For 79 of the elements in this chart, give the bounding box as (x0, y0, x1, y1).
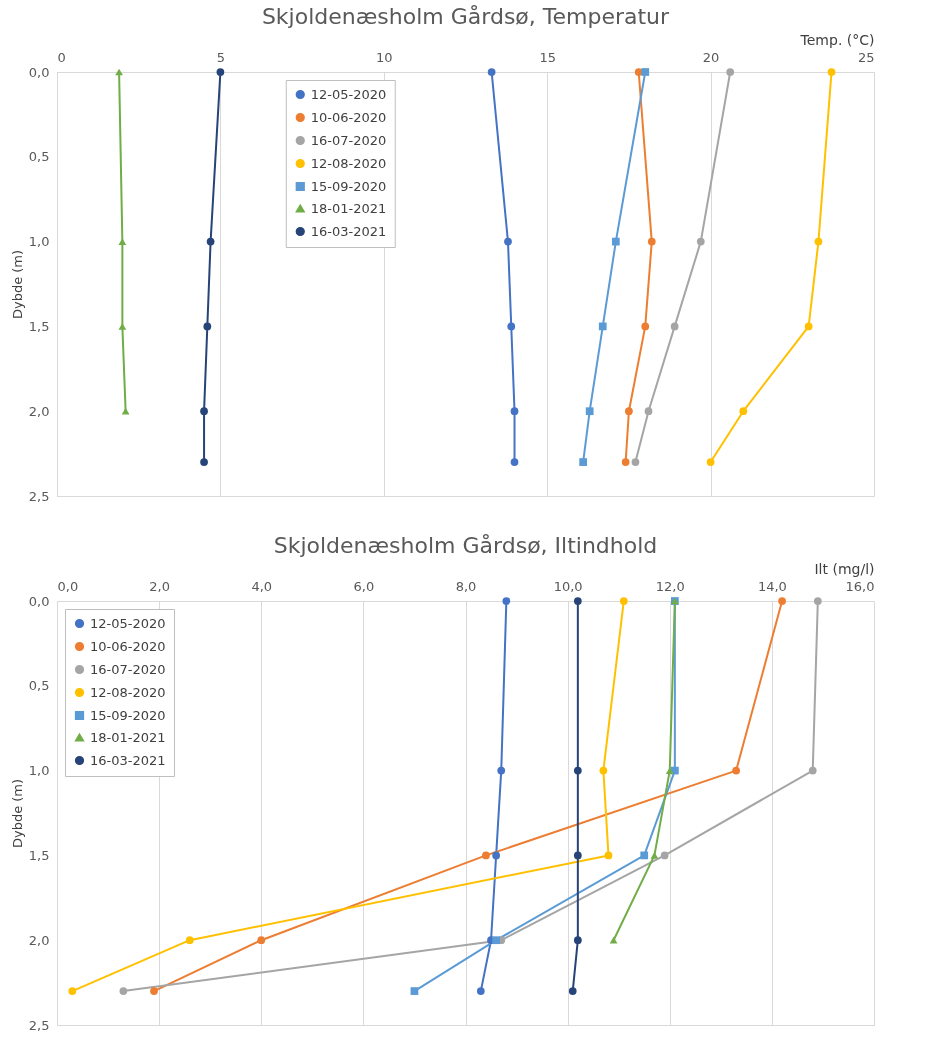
legend-label: 15-09-2020 (310, 178, 387, 194)
point (200, 407, 208, 416)
y-tick-label: 1,0 (28, 234, 50, 250)
point (706, 458, 715, 466)
x-tick-label: 16,0 (845, 578, 875, 594)
legend-label: 16-07-2020 (310, 132, 387, 148)
point (641, 322, 650, 331)
point (611, 237, 620, 246)
x-tick-label: 14,0 (757, 578, 787, 594)
y-tick-label: 1,5 (28, 847, 50, 863)
y-tick-label: 2,0 (28, 932, 50, 948)
y-tick-label: 1,5 (28, 318, 50, 334)
point (670, 322, 679, 331)
x-axis-title: Ilt (mg/l) (814, 560, 875, 577)
x-tick-label: 25 (857, 49, 875, 65)
y-tick-label: 0,5 (28, 149, 50, 165)
y-axis-title: Dybde (m) (9, 249, 25, 320)
x-axis-title: Temp. (°C) (799, 31, 875, 48)
y-tick-label: 2,5 (28, 488, 50, 504)
legend-label: 16-03-2021 (310, 223, 387, 239)
point (621, 458, 630, 466)
x-tick-label: 15 (539, 49, 556, 65)
point (487, 68, 496, 76)
x-tick-label: 10,0 (553, 578, 583, 594)
x-tick-label: 0 (57, 49, 66, 65)
legend-label: 18-01-2021 (90, 729, 166, 745)
x-tick-label: 6,0 (353, 578, 375, 594)
point (121, 407, 130, 415)
point (216, 68, 225, 76)
x-tick-label: 8,0 (455, 578, 477, 594)
point (644, 407, 653, 416)
point (739, 407, 748, 416)
y-tick-label: 2,0 (28, 403, 50, 419)
point (118, 323, 127, 330)
point (585, 407, 594, 416)
legend-label: 12-08-2020 (310, 155, 387, 171)
point (510, 458, 519, 466)
point (641, 68, 650, 76)
point (579, 458, 588, 466)
point (827, 68, 836, 76)
point (507, 322, 516, 331)
point (118, 238, 127, 245)
point (631, 458, 640, 466)
point (598, 322, 607, 331)
chart-title: Skjoldenæsholm Gårdsø, Temperatur (261, 4, 671, 29)
x-tick-label: 2,0 (149, 578, 170, 594)
y-axis-title: Dybde (m) (9, 778, 25, 849)
point (696, 237, 705, 246)
point (206, 237, 215, 246)
legend-label: 15-09-2020 (90, 707, 166, 723)
legend-label: 16-03-2021 (90, 752, 166, 768)
point (647, 237, 656, 246)
legend-label: 10-06-2020 (90, 638, 166, 654)
point (504, 237, 512, 246)
x-tick-label: 20 (702, 49, 720, 65)
legend-label: 12-08-2020 (90, 684, 166, 700)
legend-label: 12-05-2020 (90, 615, 166, 631)
legend-label: 10-06-2020 (310, 109, 387, 125)
legend-label: 18-01-2021 (310, 200, 387, 216)
x-tick-label: 4,0 (251, 578, 273, 594)
point (726, 68, 735, 76)
y-tick-label: 1,0 (28, 763, 50, 779)
x-tick-label: 5 (216, 49, 226, 65)
point (200, 458, 208, 466)
y-tick-label: 0,0 (28, 64, 50, 80)
legend-label: 12-05-2020 (310, 86, 387, 102)
point (814, 237, 823, 246)
chart-title: Skjoldenæsholm Gårdsø, Iltindhold (273, 533, 658, 558)
point (804, 322, 813, 331)
y-tick-label: 2,5 (28, 1017, 50, 1033)
y-tick-label: 0,0 (28, 593, 50, 609)
y-tick-label: 0,5 (28, 678, 50, 694)
point (510, 407, 519, 416)
legend-label: 16-07-2020 (90, 661, 166, 677)
x-tick-label: 12,0 (655, 578, 685, 594)
point (203, 322, 212, 331)
x-tick-label: 0,0 (57, 578, 79, 594)
x-tick-label: 10 (376, 49, 393, 65)
point (625, 407, 633, 416)
